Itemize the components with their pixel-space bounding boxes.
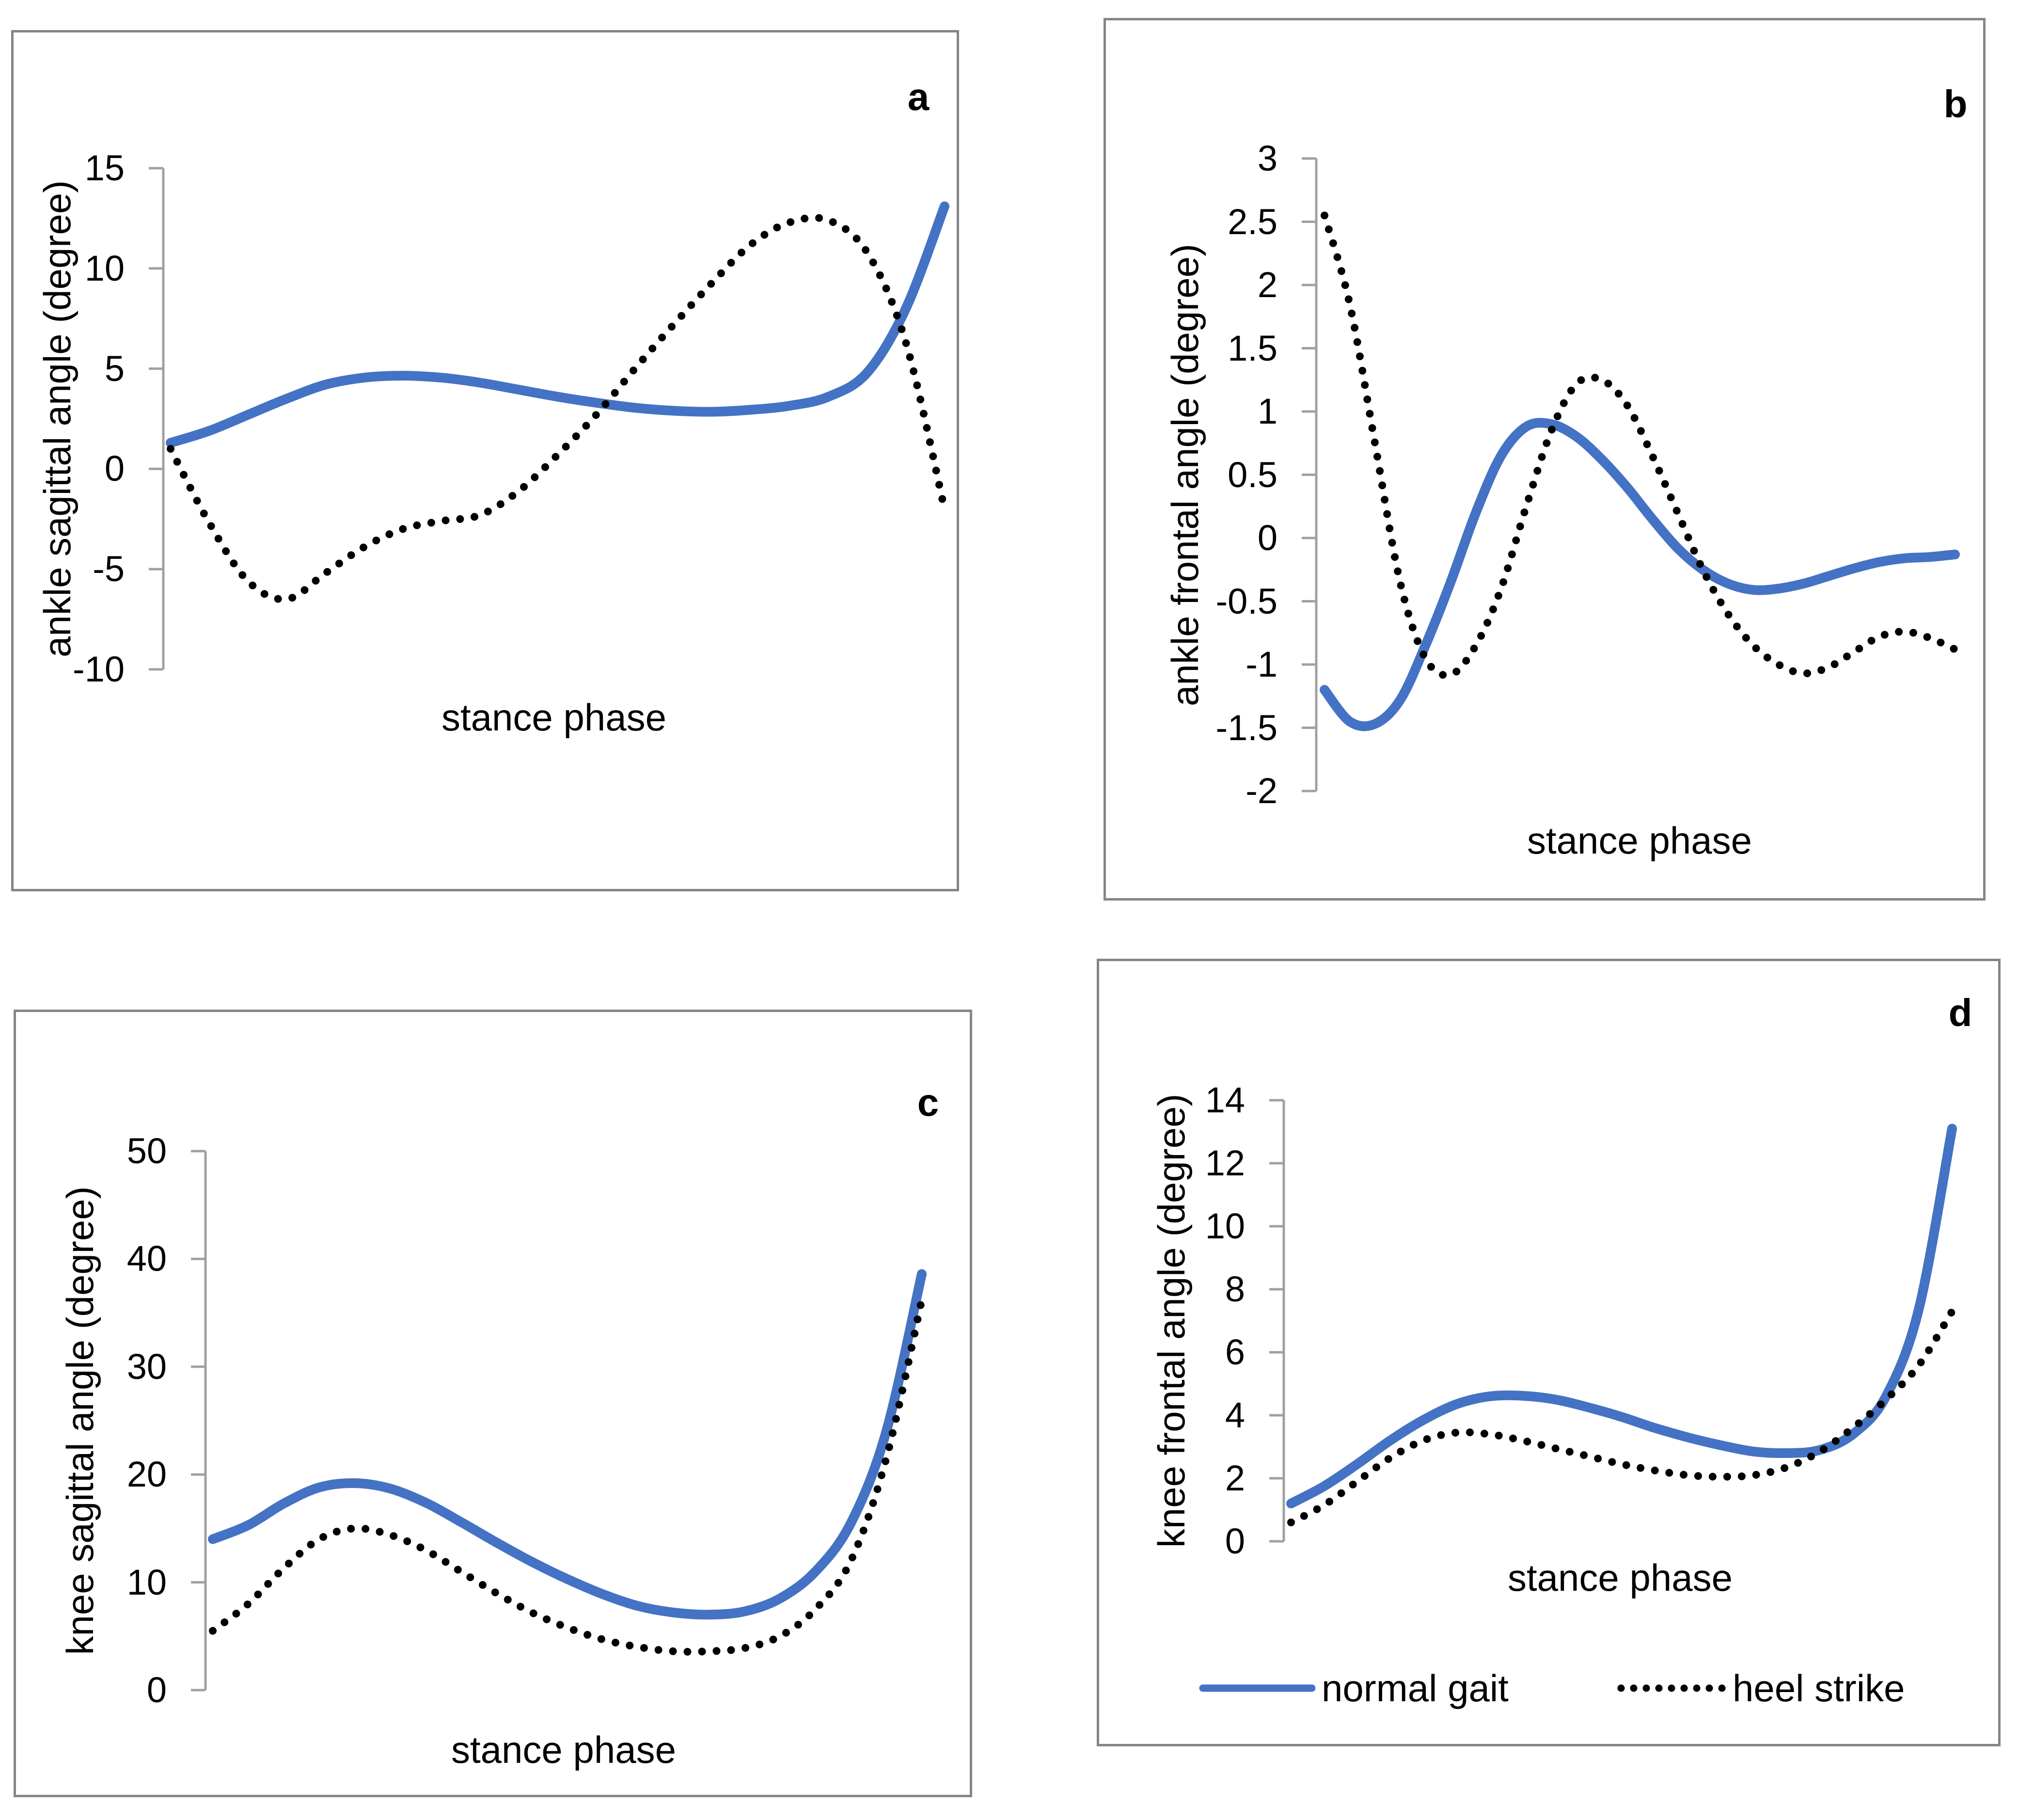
panel-c-heel-strike-curve — [209, 1296, 926, 1656]
panel-b-letter: b — [1943, 82, 1968, 126]
panel-b-y-tick-label: 3 — [1257, 138, 1277, 178]
panel-d-y-tick-label: 2 — [1225, 1458, 1245, 1498]
panel-a-y-tick-label: 15 — [84, 148, 125, 188]
panel-d-x-axis-title: stance phase — [1507, 1556, 1733, 1599]
panel-b-y-tick-label: -1.5 — [1215, 707, 1277, 748]
panel-b-y-tick-label: 2.5 — [1228, 201, 1277, 242]
panel-c-y-tick-label: 20 — [126, 1454, 167, 1495]
panel-a-y-axis-title: ankle sagittal angle (degree) — [36, 180, 79, 658]
panel-a-y-tick-label: 10 — [84, 248, 125, 288]
panel-c-y-axis — [191, 1150, 207, 1692]
panel-d-y-tick-label: 4 — [1225, 1395, 1245, 1435]
panel-c-normal-gait-curve — [208, 1269, 927, 1620]
panel-c-y-tick-label: 40 — [126, 1238, 167, 1279]
panel-b-y-tick-label: 1 — [1257, 391, 1277, 431]
panel-a-y-tick-label: 0 — [104, 448, 125, 489]
panel-b-y-tick-label: 0 — [1257, 518, 1277, 558]
panel-c-x-axis-title: stance phase — [451, 1728, 677, 1771]
legend-label-heel-strike: heel strike — [1733, 1667, 1905, 1709]
panel-a-x-axis-title: stance phase — [441, 696, 667, 739]
panel-b-y-tick-label: 1.5 — [1228, 328, 1277, 368]
panel-a-y-tick-label: -10 — [73, 649, 125, 689]
panel-d-y-tick-label: 8 — [1225, 1269, 1245, 1309]
panel-c-y-tick-label: 0 — [146, 1670, 167, 1710]
panel-a-y-axis — [149, 167, 165, 671]
panel-d-y-axis — [1269, 1099, 1285, 1543]
panel-c-y-tick-label: 50 — [126, 1131, 167, 1171]
panel-d-y-axis-title: knee frontal angle (degree) — [1150, 1093, 1193, 1548]
panel-c-y-tick-label: 10 — [126, 1562, 167, 1602]
panel-b-x-axis-title: stance phase — [1527, 819, 1752, 862]
panel-a — [11, 30, 959, 891]
panel-b-y-tick-label: 2 — [1257, 265, 1277, 305]
panel-b-heel-strike-curve — [1321, 211, 1959, 680]
panel-c-y-axis-title: knee sagittal angle (degree) — [59, 1186, 101, 1655]
panel-a-normal-gait-curve — [166, 201, 949, 448]
panel-d-y-tick-label: 6 — [1225, 1332, 1245, 1372]
panel-b-y-tick-label: -1 — [1245, 644, 1277, 684]
panel-c-y-tick-label: 30 — [126, 1346, 167, 1387]
panel-a-y-tick-label: 5 — [104, 348, 125, 389]
panel-b-y-axis — [1302, 157, 1318, 792]
panel-a-y-tick-label: -5 — [93, 549, 125, 589]
panel-b-y-axis-title: ankle frontal angle (degree) — [1164, 244, 1206, 706]
panel-d-y-tick-label: 0 — [1225, 1521, 1245, 1561]
panel-b-y-tick-label: 0.5 — [1228, 454, 1277, 495]
panel-b-normal-gait-curve — [1320, 418, 1960, 731]
panel-d-letter: d — [1948, 991, 1972, 1034]
panel-b-y-tick-label: -2 — [1245, 771, 1277, 811]
panel-c-letter: c — [917, 1081, 939, 1124]
legend-label-normal-gait: normal gait — [1322, 1667, 1509, 1709]
panel-a-letter: a — [907, 75, 930, 118]
panel-c — [14, 1010, 972, 1797]
panel-d-y-tick-label: 14 — [1205, 1080, 1245, 1120]
panel-d-heel-strike-curve — [1287, 1307, 1956, 1526]
panel-d-y-tick-label: 10 — [1205, 1206, 1245, 1246]
panel-a-heel-strike-curve — [167, 214, 948, 603]
panel-d — [1097, 959, 2001, 1746]
panel-d-normal-gait-curve — [1286, 1124, 1957, 1508]
panel-b-y-tick-label: -0.5 — [1215, 581, 1277, 621]
panel-d-y-tick-label: 12 — [1205, 1143, 1245, 1183]
